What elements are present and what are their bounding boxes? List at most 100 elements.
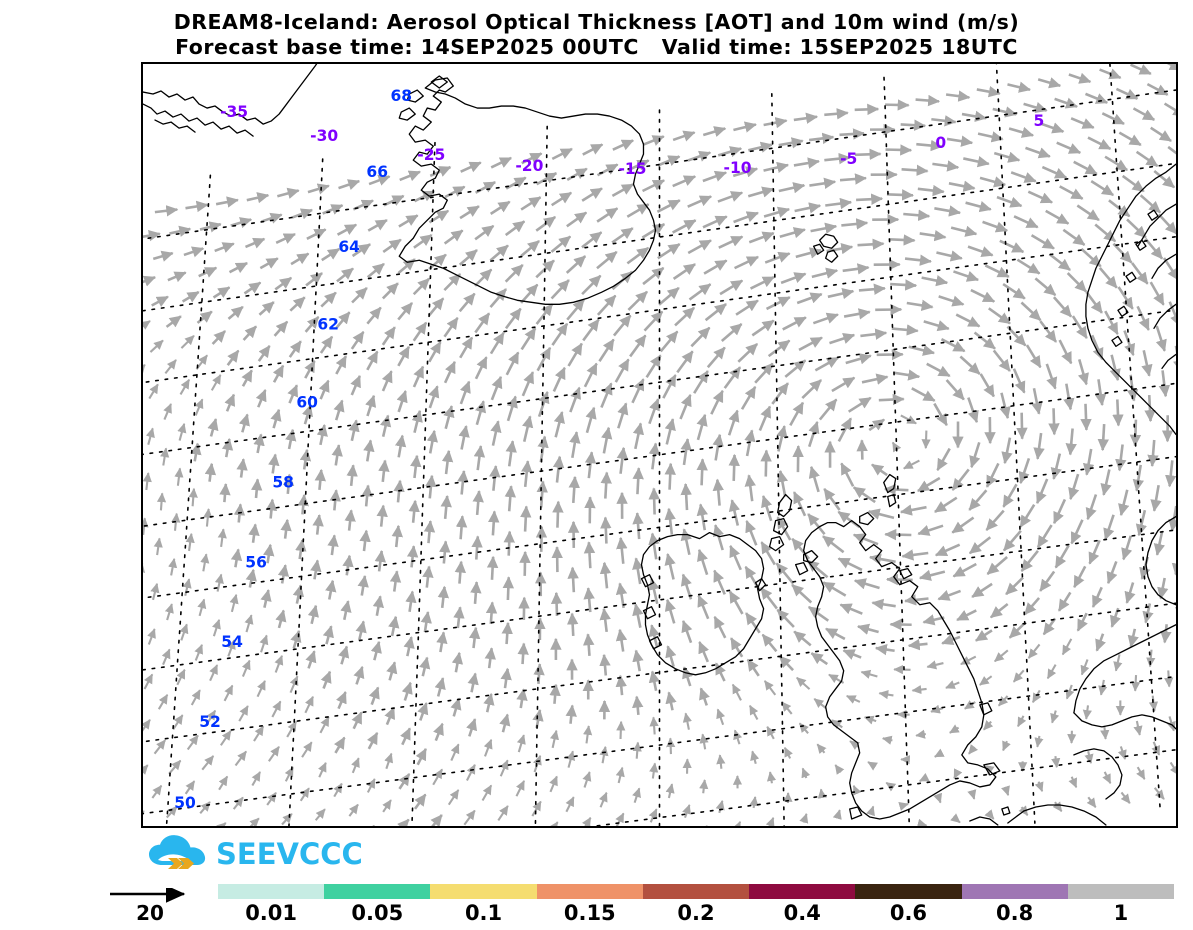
wind-vector [842,649,862,660]
wind-vector [271,700,282,718]
wind-vector [489,331,505,355]
wind-vector [934,543,961,557]
wind-scale-value: 20 [136,901,164,925]
wind-vector [1165,460,1176,488]
wind-vector [632,787,641,803]
wind-vector [1098,267,1118,289]
wind-vector [648,398,660,425]
wind-vector [778,182,806,194]
wind-vector [1162,257,1176,281]
wind-vector [767,339,791,358]
wind-vector [911,684,927,695]
wind-vector [1042,617,1057,636]
wind-vector [504,485,516,512]
wind-vector [682,666,693,687]
wind-vector [583,587,595,613]
wind-vector [351,287,368,304]
wind-vector [1091,586,1103,608]
wind-vector [946,135,974,147]
wind-vector [949,724,960,734]
wind-vector [244,237,266,249]
wind-vector [185,200,209,213]
wind-vector [1068,72,1092,84]
wind-vector [702,170,728,183]
wind-vector [811,267,839,279]
wind-vector [335,311,351,329]
wind-vector [204,462,217,482]
wind-vector [251,771,261,787]
wind-vector [351,243,371,258]
wind-vector [776,608,795,628]
wind-vector [749,275,775,290]
wind-vector [831,376,856,393]
wind-vector [199,221,222,233]
colorbar-segment-4 [642,884,750,899]
wind-vector [552,455,565,483]
wind-vector [816,743,827,754]
wind-vector [732,820,742,826]
wind-vector [852,486,876,504]
wind-vector [172,714,184,730]
wind-vector [1073,160,1098,176]
wind-vector [1141,350,1153,377]
wind-vector [1052,296,1073,318]
wind-vector [245,568,257,588]
wind-vector [224,393,236,412]
wind-vector [921,430,931,449]
aot-colorbar[interactable] [218,884,1174,899]
wind-vector [307,604,319,625]
colorbar-segment-5 [749,884,856,899]
wind-vector [791,583,813,604]
wind-vector [1142,603,1154,624]
wind-vector [490,156,513,169]
wind-vector [854,148,882,161]
wind-vector [632,695,644,716]
wind-vector [197,598,207,617]
wind-vector [750,750,760,765]
wind-vector [474,312,491,334]
wind-vector [221,437,234,458]
wind-vector [169,225,192,237]
wind-vector [550,591,563,617]
wind-vector [1031,387,1043,415]
wind-vector [214,242,235,253]
wind-vector [143,719,151,735]
parallel-62 [143,309,1176,456]
wind-vector [190,689,201,706]
wind-vector [259,257,279,270]
meridian--35 [165,174,212,826]
map-plot-area[interactable]: -35 -30 -25 -20 -15 -10 -5 0 5 68 66 64 62 60 58 56 54 52… [141,62,1178,828]
wind-vector [732,166,759,178]
wind-vector [536,480,548,508]
wind-vector [336,267,354,283]
wind-vector [335,355,348,375]
wind-vector [383,194,405,207]
wind-vector [799,813,809,824]
wind-vector [1155,325,1167,352]
wind-vector [351,711,363,730]
wind-vector [632,557,644,585]
wind-vector [648,624,660,648]
wind-vector [290,252,310,266]
wind-vector [907,638,928,651]
wind-vector [297,493,309,515]
wind-vector [1037,77,1062,89]
wind-vector [648,670,661,691]
wind-vector [826,242,854,255]
wind-vector [1013,215,1039,229]
wind-vector [842,263,870,275]
wind-vector [210,374,222,391]
seevccc-logo[interactable]: SEEVCCC [148,833,363,875]
wind-vector [810,222,838,234]
wind-vector [566,298,585,321]
wind-vector [436,631,448,653]
lon-label-1: -30 [310,127,338,145]
wind-vector [969,441,981,469]
wind-vector [951,516,975,534]
wind-vector [366,350,379,371]
wind-vector [547,821,559,826]
wind-vector [818,398,838,421]
wind-vector [503,530,515,556]
wind-vector [428,297,445,317]
wind-vector [1052,801,1063,813]
